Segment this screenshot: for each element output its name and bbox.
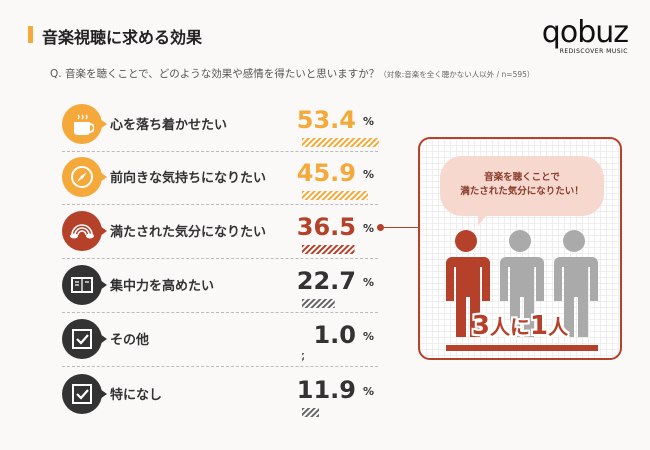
row-divider [62, 151, 378, 152]
row-divider [62, 258, 378, 259]
category-label: 集中力を高めたい [110, 279, 215, 294]
percent-unit: % [362, 276, 374, 289]
bubble-line-1: 音楽を聴くことで [484, 172, 560, 183]
bar [302, 299, 335, 308]
ratio-d: 人 [548, 315, 569, 339]
person-icon [500, 230, 598, 337]
person-icon-highlighted [446, 230, 490, 337]
logo-tagline: REDISCOVER MUSIC [559, 48, 628, 55]
bar [302, 138, 379, 147]
category-label: 満たされた気分になりたい [110, 225, 267, 240]
bar [302, 353, 304, 362]
callout-box: 音楽を聴くことで 満たされた気分になりたい！ 3人に1人 [418, 137, 622, 360]
ground-bar [446, 345, 598, 351]
checkbox-icon [62, 319, 107, 359]
category-label: 前向きな気持ちになりたい [110, 171, 267, 186]
ratio-b: 人に [490, 315, 530, 339]
data-label: 1.0 [313, 321, 356, 349]
ratio-text: 3人に1人 [420, 311, 620, 341]
question-note: （対象:音楽を全く聴かない人以外 / n=595） [379, 70, 535, 79]
coffee-cup-icon [62, 104, 107, 144]
ratio-c: 1 [530, 311, 549, 341]
bar [302, 245, 355, 254]
rainbow-icon [62, 211, 107, 251]
logo-word: qobuz [541, 15, 629, 50]
category-label: 特になし [110, 388, 163, 403]
data-label: 53.4 [296, 106, 356, 134]
page-title: 音楽視聴に求める効果 [28, 24, 202, 48]
row-divider [62, 312, 378, 313]
data-label: 45.9 [296, 159, 356, 187]
bar [302, 408, 320, 417]
people-icons [446, 230, 598, 351]
book-icon [62, 265, 107, 305]
data-label: 36.5 [296, 213, 356, 241]
chart-row: 集中力を高めたい 22.7 % [62, 259, 378, 313]
chart-row: 満たされた気分になりたい 36.5 % [62, 205, 378, 259]
checkbox-icon [62, 374, 107, 414]
ratio-a: 3 [471, 311, 490, 341]
data-label: 22.7 [296, 267, 356, 295]
percent-unit: % [362, 222, 374, 235]
chart-row: その他 1.0 % [62, 313, 378, 367]
chart-row: 心を落ち着かせたい 53.4 % [62, 98, 379, 152]
data-label: 11.9 [296, 376, 356, 404]
qobuz-logo: qobuz REDISCOVER MUSIC [538, 15, 629, 56]
percent-unit: % [362, 168, 374, 181]
percent-unit: % [362, 115, 374, 128]
compass-icon [62, 157, 107, 197]
bubble-line-2: 満たされた気分になりたい！ [460, 186, 584, 197]
chart-row: 前向きな気持ちになりたい 45.9 % [62, 151, 378, 205]
percent-unit: % [362, 330, 374, 343]
chart-row: 特になし 11.9 % [62, 368, 378, 422]
connector-line [380, 227, 418, 228]
bar [302, 191, 369, 200]
category-label: 心を落ち着かせたい [110, 118, 228, 133]
category-label: その他 [110, 333, 150, 348]
row-divider [62, 366, 378, 367]
speech-bubble: 音楽を聴くことで 満たされた気分になりたい！ [440, 156, 604, 226]
row-divider [62, 204, 378, 205]
percent-unit: % [362, 385, 374, 398]
question-text: Q. 音楽を聴くことで、どのような効果や感情を得たいと思いますか？ [50, 68, 380, 80]
question: Q. 音楽を聴くことで、どのような効果や感情を得たいと思いますか？（対象:音楽を… [50, 66, 534, 81]
